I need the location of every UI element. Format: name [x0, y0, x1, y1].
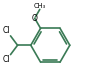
Text: Cl: Cl — [3, 27, 10, 35]
Text: O: O — [32, 14, 38, 23]
Text: Cl: Cl — [3, 55, 10, 64]
Text: CH₃: CH₃ — [34, 3, 46, 9]
